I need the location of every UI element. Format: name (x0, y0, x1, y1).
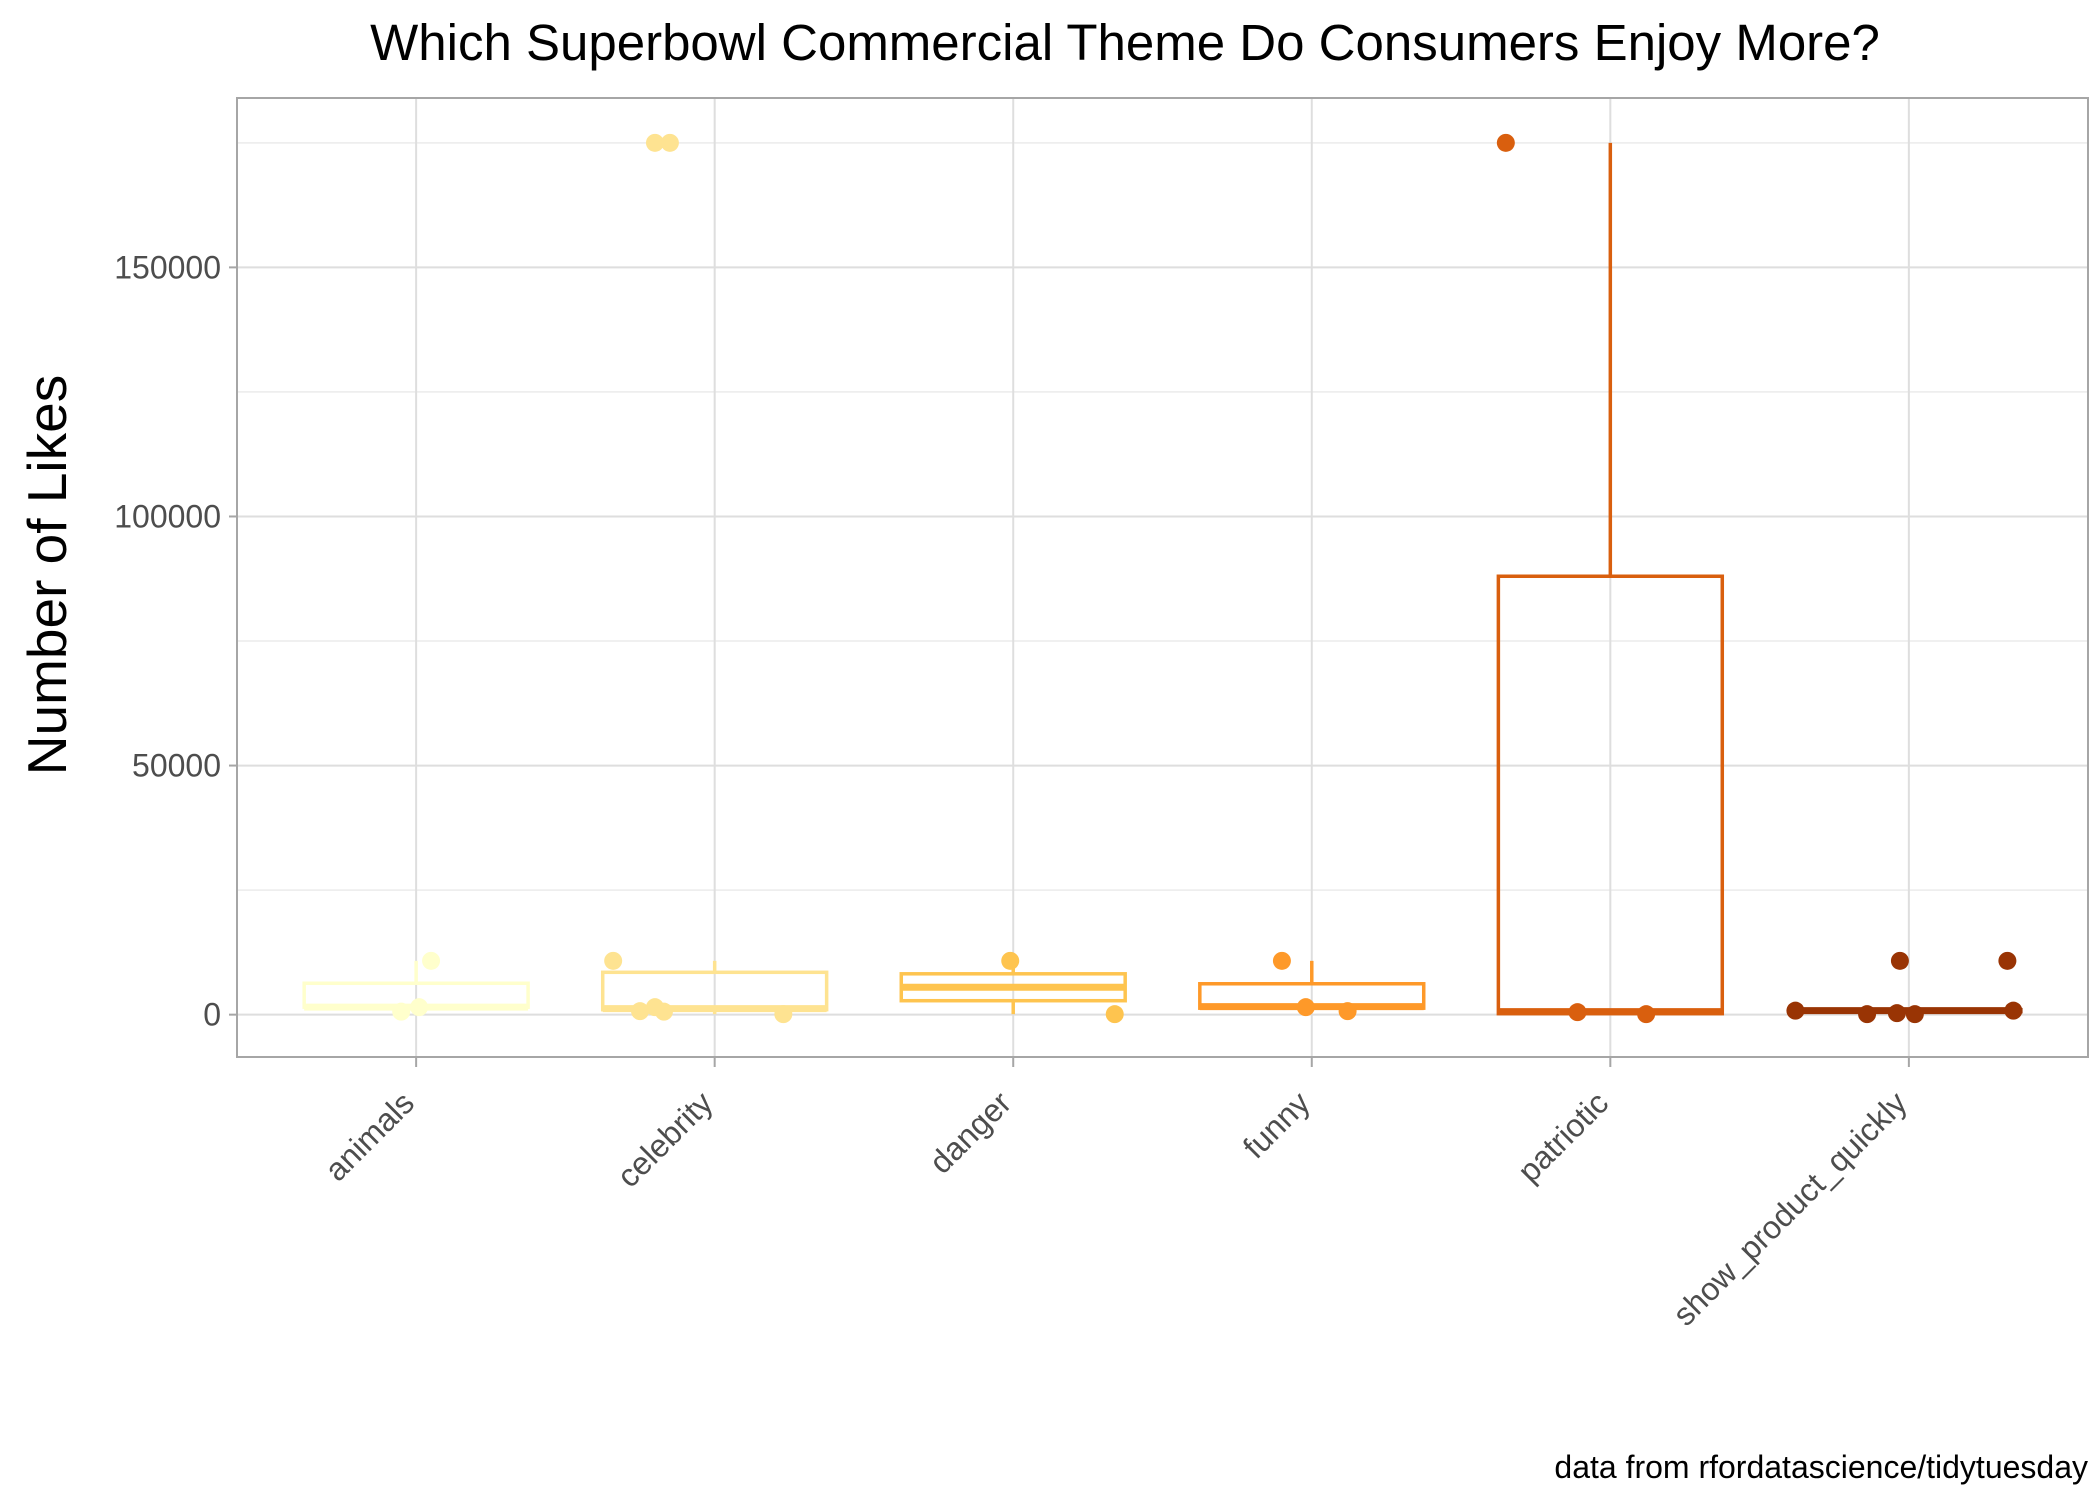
data-point (1858, 1005, 1877, 1024)
x-tick-label: animals (318, 1084, 421, 1187)
point-layer (392, 133, 2023, 1024)
data-point (1338, 1002, 1357, 1021)
y-tick-label: 100000 (114, 498, 221, 534)
data-point (422, 951, 441, 970)
y-axis-label: Number of Likes (16, 375, 78, 775)
data-point (1496, 133, 1515, 152)
data-point (645, 133, 664, 152)
data-point (410, 998, 429, 1017)
data-point (2004, 1001, 2023, 1020)
box-body (1496, 574, 1725, 1016)
y-tick-label: 150000 (114, 249, 221, 285)
chart-title: Which Superbowl Commercial Theme Do Cons… (370, 14, 1880, 71)
data-point (1568, 1003, 1587, 1022)
data-point (1887, 1004, 1906, 1023)
data-point (1998, 951, 2017, 970)
data-point (604, 951, 623, 970)
y-tick-label: 50000 (132, 748, 221, 784)
grid-layer (237, 98, 2088, 1057)
x-tick-label: patriotic (1511, 1084, 1616, 1189)
data-point (1296, 998, 1315, 1017)
box-layer (302, 142, 2023, 1016)
y-tick-label: 0 (203, 997, 221, 1033)
data-point (1890, 951, 1909, 970)
data-point (392, 1002, 411, 1021)
data-point (660, 133, 679, 152)
x-tick-label: funny (1236, 1084, 1317, 1165)
data-point (1637, 1005, 1656, 1024)
x-tick-label: show_product_quickly (1666, 1084, 1914, 1332)
data-point (1001, 951, 1020, 970)
axis-layer: 0 50000 100000 150000 animals celebrity danger… (114, 97, 2089, 1333)
x-tick-label: celebrity (610, 1084, 720, 1194)
chart-caption: data from rfordatascience/tidytuesday (1554, 1449, 2088, 1485)
panel-border (236, 97, 2089, 1058)
data-point (654, 1002, 673, 1021)
data-point (1786, 1001, 1805, 1020)
data-point (1105, 1005, 1124, 1024)
data-point (1272, 951, 1291, 970)
data-point (774, 1005, 793, 1024)
data-point (1905, 1005, 1924, 1024)
data-point (631, 1002, 650, 1021)
x-tick-label: danger (922, 1084, 1018, 1180)
